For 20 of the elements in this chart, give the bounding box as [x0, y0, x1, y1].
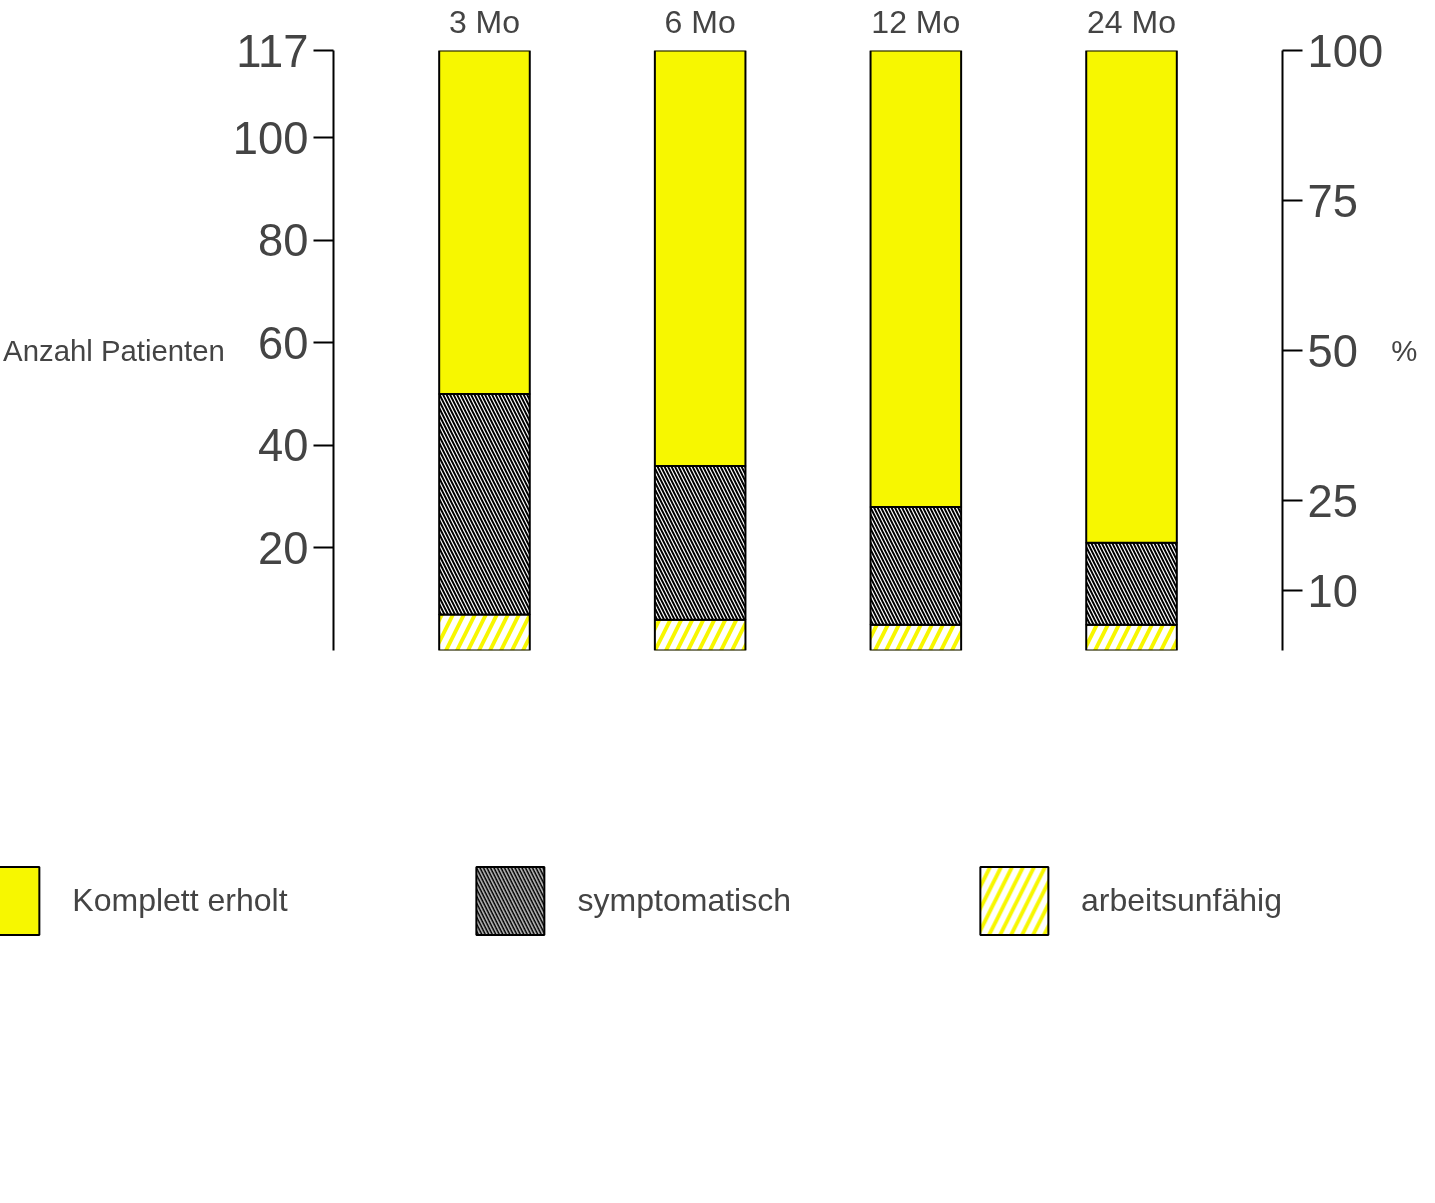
x-tick-label: 6 Mo [664, 3, 736, 40]
legend-label: Komplett erholt [72, 881, 288, 919]
y2-tick-label: 75 [1307, 175, 1358, 227]
x-tick-label: 24 Mo [1087, 3, 1176, 40]
y-tick-label: 100 [232, 112, 309, 164]
x-tick-label: 3 Mo [448, 3, 521, 40]
y2-axis-title: % [1391, 334, 1418, 367]
y2-tick-label: 50 [1307, 325, 1358, 377]
y2-tick-label: 25 [1307, 475, 1358, 527]
y-tick-label: 60 [258, 317, 309, 369]
y-tick-label: 117 [236, 25, 309, 77]
legend-label: arbeitsunfähig [1080, 881, 1282, 919]
x-tick-label: 12 Mo [871, 3, 961, 40]
legend-label: symptomatisch [577, 881, 791, 919]
y-axis-title: Anzahl Patienten [3, 334, 225, 367]
y-tick-label: 80 [258, 215, 309, 267]
y2-tick-label: 10 [1307, 565, 1358, 617]
y2-tick-label: 100 [1307, 25, 1384, 77]
y-tick-label: 20 [258, 522, 309, 574]
y-tick-label: 40 [258, 420, 309, 472]
